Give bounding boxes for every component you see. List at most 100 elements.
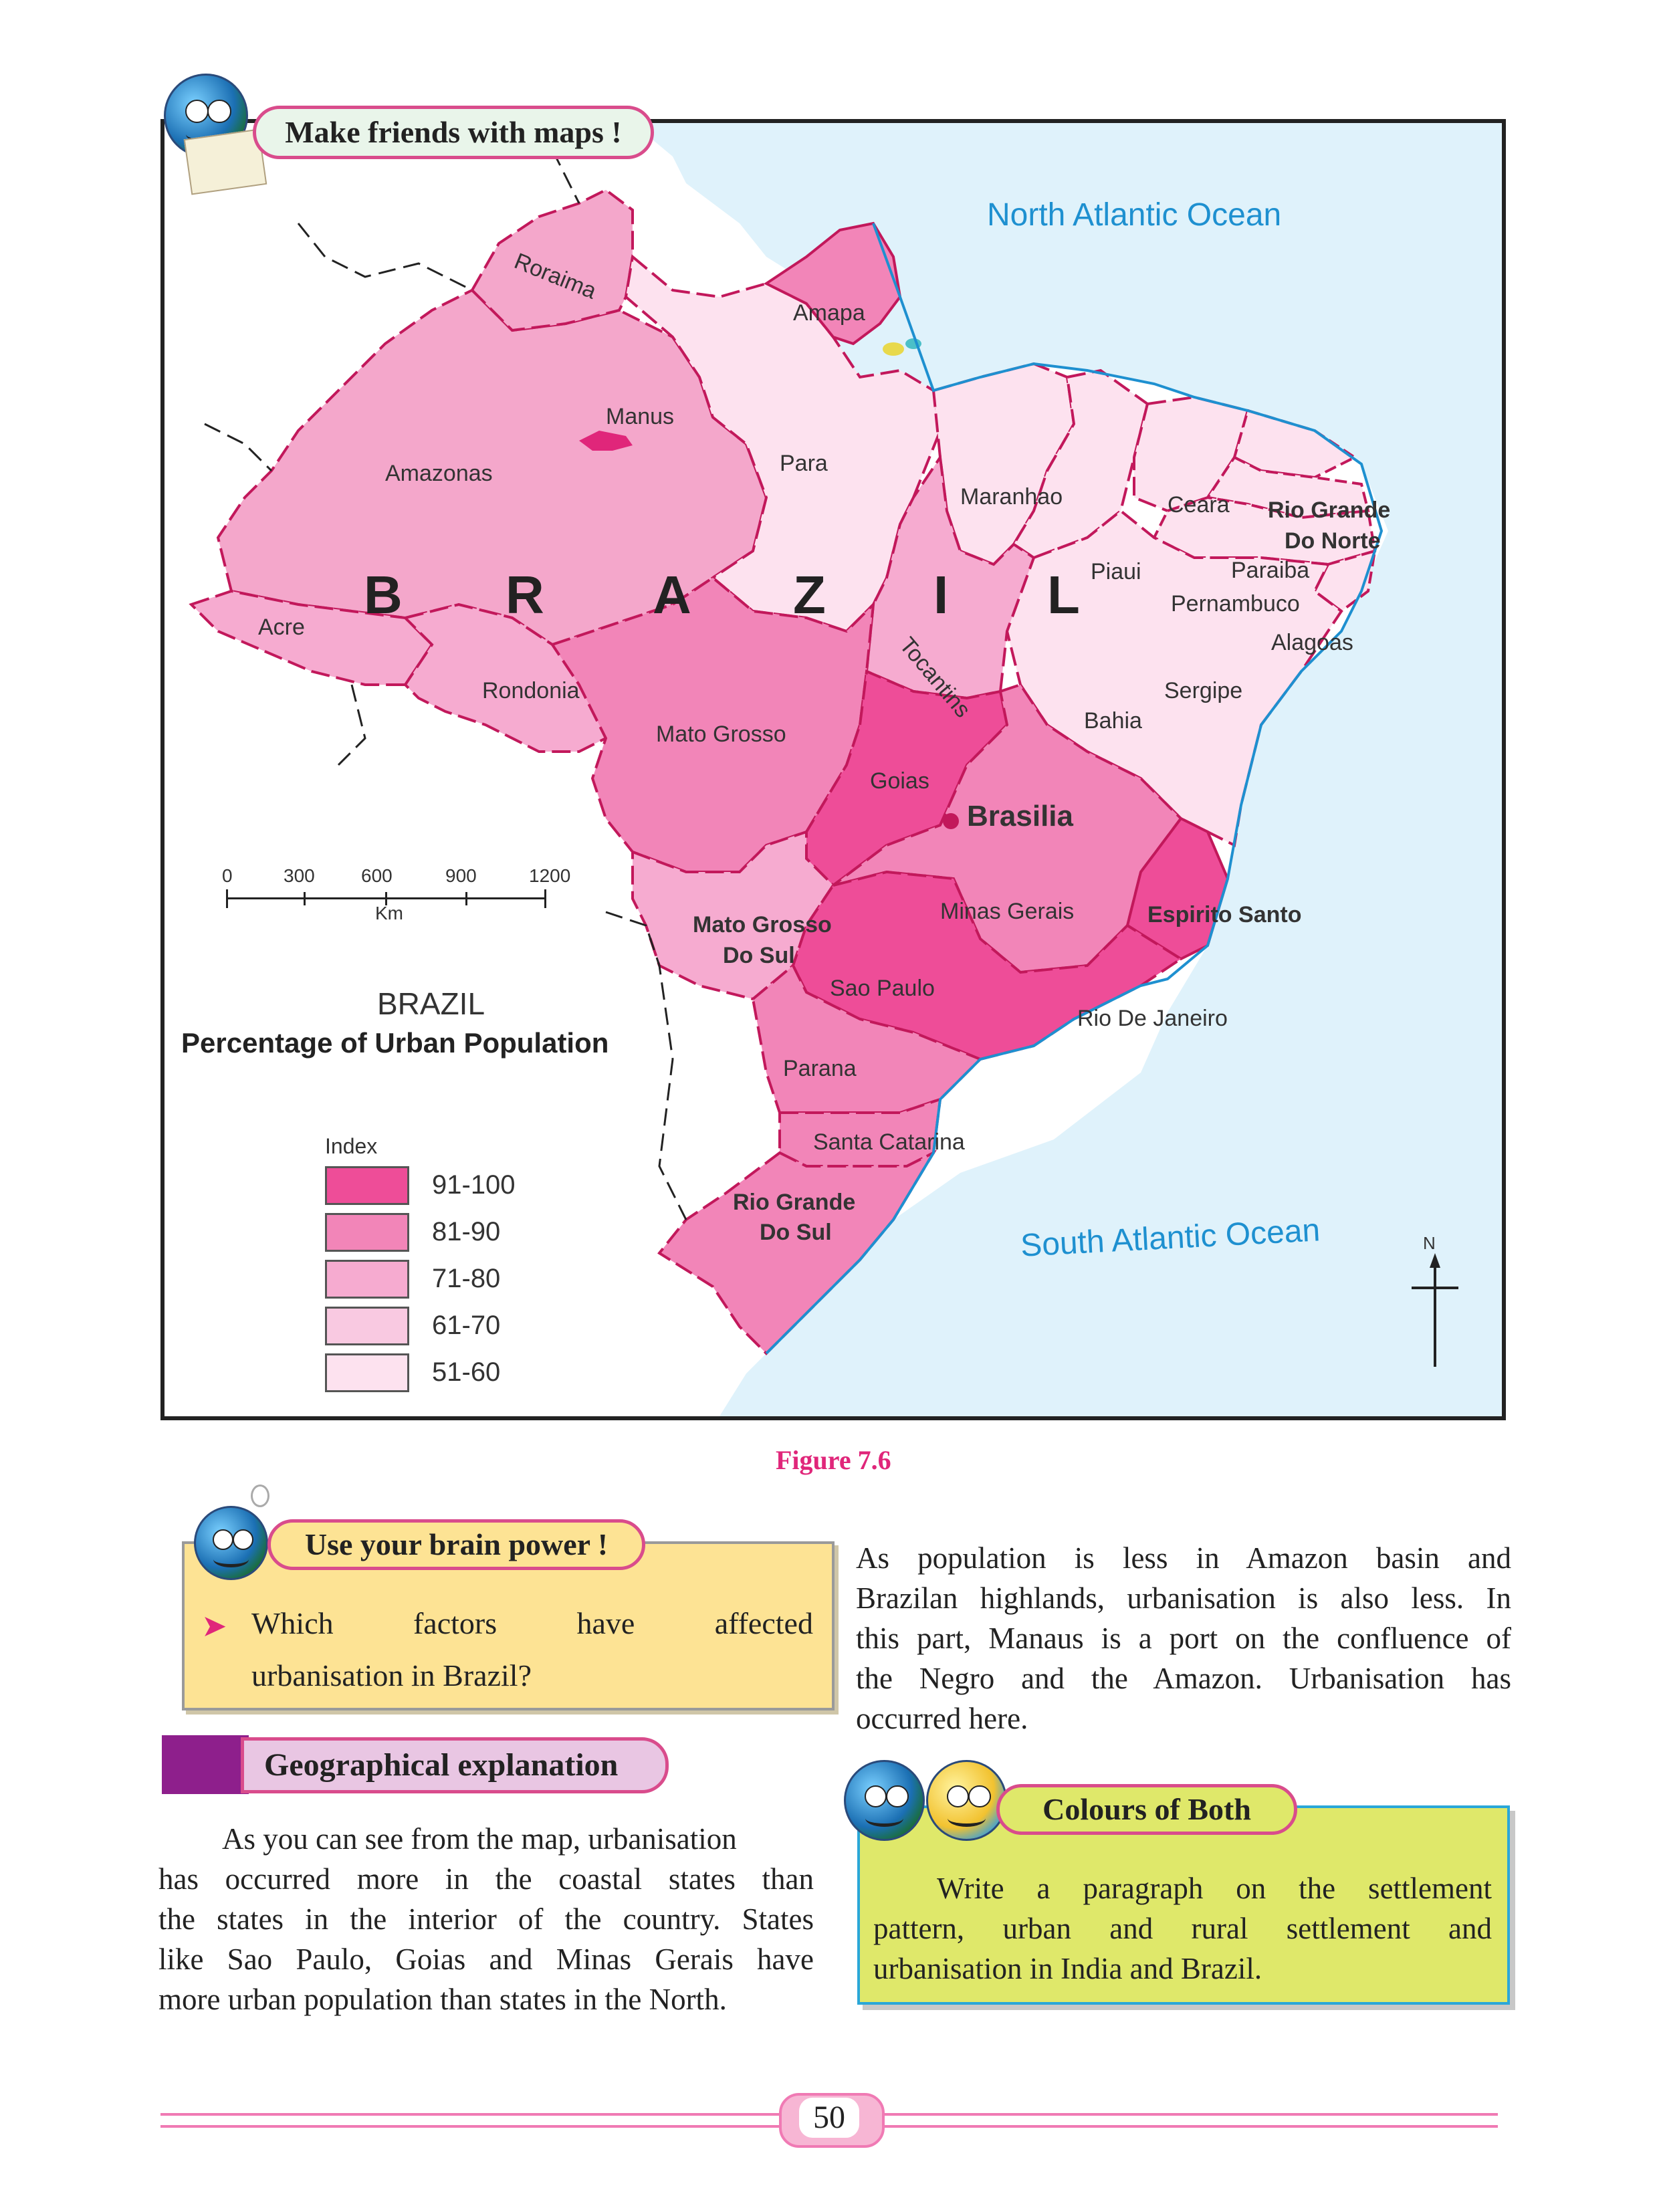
brain-word: Which xyxy=(251,1606,334,1640)
legend-swatch xyxy=(325,1353,409,1392)
globe-mascot-2-icon xyxy=(926,1760,1007,1841)
right-paragraph: As population is less in Amazon basin an… xyxy=(856,1538,1511,1739)
legend-label: 71-80 xyxy=(432,1264,501,1293)
label-acre: Acre xyxy=(258,615,305,640)
north-arrow-icon xyxy=(1412,1253,1458,1367)
label-pernambuco: Pernambuco xyxy=(1171,591,1300,617)
label-espirito-santo: Espirito Santo xyxy=(1147,902,1302,927)
right-line: As population is less in Amazon basin an… xyxy=(856,1541,1511,1575)
label-sao-paulo: Sao Paulo xyxy=(830,976,935,1001)
label-amazonas: Amazonas xyxy=(385,461,493,486)
page-number: 50 xyxy=(799,2098,859,2138)
country-letter-b: B xyxy=(364,565,403,625)
label-minas-gerais: Minas Gerais xyxy=(940,899,1075,924)
brain-word: factors xyxy=(413,1606,497,1640)
label-rio-de-janeiro: Rio De Janeiro xyxy=(1077,1006,1228,1031)
scale-bar: 0 300 600 900 1200 Km xyxy=(222,865,599,925)
colours-line: Write a paragraph on the settlement xyxy=(937,1872,1492,1905)
label-mato-grosso-do-sul-1: Mato Grosso xyxy=(693,912,832,937)
figure-caption: Figure 7.6 xyxy=(776,1445,891,1475)
scale-unit: Km xyxy=(375,903,403,923)
brain-word: have xyxy=(576,1606,635,1640)
legend-swatch xyxy=(325,1166,409,1205)
label-para: Para xyxy=(780,451,828,476)
label-piaui: Piaui xyxy=(1091,559,1141,584)
state-rondonia xyxy=(403,602,608,753)
label-ceara: Ceara xyxy=(1168,492,1230,518)
legend-label: 81-90 xyxy=(432,1217,501,1246)
map-subtitle: Percentage of Urban Population xyxy=(181,1027,609,1059)
state-roraima xyxy=(470,188,634,332)
legend-label: 51-60 xyxy=(432,1357,501,1387)
colours-box: Write a paragraph on the settlement patt… xyxy=(857,1805,1510,2005)
colours-box-title: Colours of Both xyxy=(996,1784,1297,1835)
country-letter-z: Z xyxy=(793,565,826,625)
label-mato-grosso: Mato Grosso xyxy=(656,722,786,747)
country-letter-l: L xyxy=(1047,565,1080,625)
label-manus: Manus xyxy=(606,404,675,429)
label-rio-grande-do-norte-2: Do Norte xyxy=(1285,528,1381,554)
idea-bulb-icon xyxy=(251,1484,269,1507)
label-maranhao: Maranhao xyxy=(960,484,1063,510)
map-title: BRAZIL xyxy=(377,986,485,1021)
brain-box-title: Use your brain power ! xyxy=(267,1519,645,1570)
brain-question-line1: Which factors have affected xyxy=(251,1606,813,1641)
legend-label: 91-100 xyxy=(432,1170,516,1200)
brasilia-marker xyxy=(943,813,959,829)
north-atlantic-label: North Atlantic Ocean xyxy=(987,197,1282,233)
geo-header-block xyxy=(162,1735,249,1794)
right-line: the Negro and the Amazon. Urbanisation h… xyxy=(856,1662,1511,1695)
north-label: N xyxy=(1423,1233,1436,1253)
brazil-map: North Atlantic Ocean South Atlantic Ocea… xyxy=(160,119,1506,1420)
right-line: Brazilan highlands, urbanisation is also… xyxy=(856,1581,1511,1615)
left-line: has occurred more in the coastal states … xyxy=(158,1862,814,1896)
globe-mascot-1-icon xyxy=(844,1760,925,1841)
left-line: more urban population than states in the… xyxy=(158,1983,727,2016)
right-line: this part, Manaus is a port on the confl… xyxy=(856,1622,1511,1655)
state-piaui xyxy=(1012,368,1149,560)
country-letter-a: A xyxy=(653,565,691,625)
legend-heading: Index xyxy=(325,1134,378,1158)
map-graphic xyxy=(189,123,1502,1416)
label-santa-catarina: Santa Catarina xyxy=(813,1129,965,1155)
brain-question-line2: urbanisation in Brazil? xyxy=(251,1658,532,1692)
country-letter-i: I xyxy=(933,565,949,625)
thinking-globe-icon xyxy=(194,1506,268,1580)
left-line: the states in the interior of the countr… xyxy=(158,1902,814,1936)
manaus-marker xyxy=(579,431,633,451)
legend-swatch xyxy=(325,1307,409,1345)
scale-tick-0: 0 xyxy=(222,865,233,886)
brain-word: affected xyxy=(714,1606,813,1640)
bullet-arrow-icon: ➤ xyxy=(201,1609,227,1643)
label-rio-grande-do-norte-1: Rio Grande xyxy=(1268,497,1391,523)
colours-line: urbanisation in India and Brazil. xyxy=(873,1952,1262,1985)
scale-tick-1200: 1200 xyxy=(529,865,571,886)
colours-paragraph: Write a paragraph on the settlement patt… xyxy=(873,1868,1492,1989)
colours-line: pattern, urban and rural settlement and xyxy=(873,1912,1492,1945)
scale-tick-300: 300 xyxy=(284,865,315,886)
label-paraiba: Paraiba xyxy=(1231,558,1310,583)
legend-label: 61-70 xyxy=(432,1311,501,1340)
label-sergipe: Sergipe xyxy=(1164,678,1243,703)
left-line: As you can see from the map, urbanisatio… xyxy=(222,1822,737,1856)
header-badge: Make friends with maps ! xyxy=(253,106,654,159)
label-brasilia: Brasilia xyxy=(967,800,1073,833)
legend-swatch xyxy=(325,1213,409,1252)
label-rio-grande-do-sul-2: Do Sul xyxy=(760,1220,832,1245)
country-letter-r: R xyxy=(506,565,544,625)
legend-swatch xyxy=(325,1260,409,1299)
label-rio-grande-do-sul-1: Rio Grande xyxy=(733,1190,856,1215)
label-mato-grosso-do-sul-2: Do Sul xyxy=(723,943,795,968)
left-line: like Sao Paulo, Goias and Minas Gerais h… xyxy=(158,1943,814,1976)
state-mato-grosso xyxy=(550,576,875,873)
left-paragraph: As you can see from the map, urbanisatio… xyxy=(158,1819,814,2019)
state-minas-gerais xyxy=(832,683,1183,974)
label-parana: Parana xyxy=(783,1056,857,1081)
scale-tick-600: 600 xyxy=(361,865,393,886)
label-alagoas: Alagoas xyxy=(1271,630,1353,655)
label-goias: Goias xyxy=(870,768,929,794)
right-line: occurred here. xyxy=(856,1702,1028,1735)
geo-header: Geographical explanation xyxy=(241,1737,669,1793)
ocean-area xyxy=(633,123,1502,1416)
label-bahia: Bahia xyxy=(1084,708,1142,734)
